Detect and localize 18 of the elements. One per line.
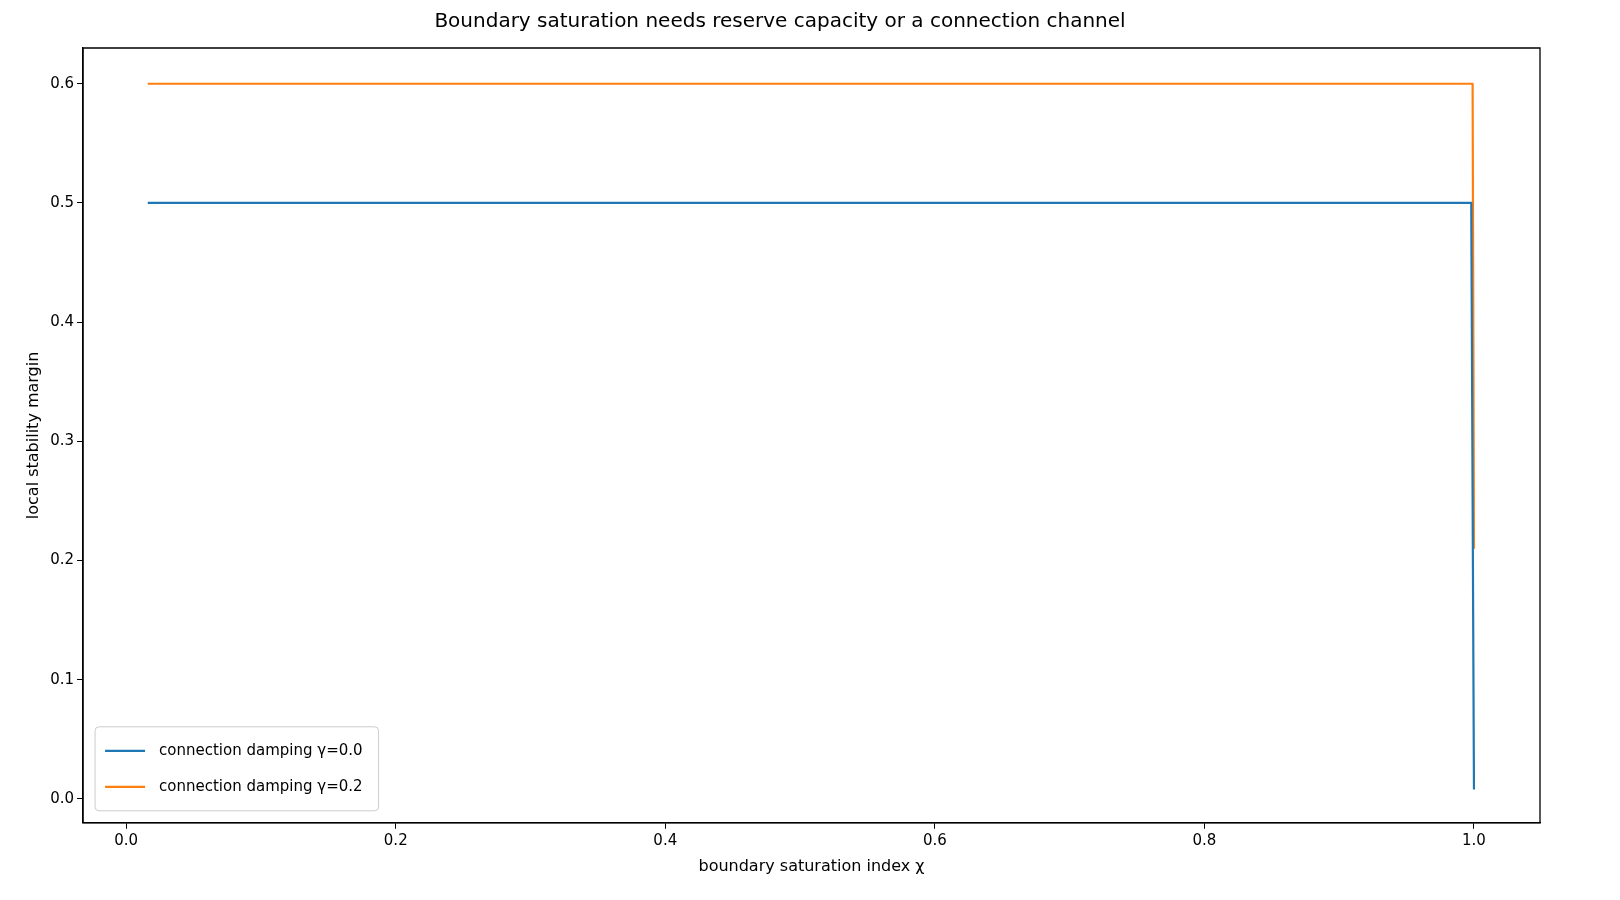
legend-label: connection damping γ=0.2	[159, 776, 363, 795]
y-axis-title: local stability margin	[22, 351, 42, 520]
legend-label: connection damping γ=0.0	[159, 740, 363, 759]
x-tick-label: 0.8	[1192, 830, 1217, 849]
x-tick-label: 0.0	[114, 830, 139, 849]
y-tick-label: 0.4	[50, 312, 75, 331]
y-tick-label: 0.1	[50, 669, 75, 688]
x-tick-label: 0.4	[653, 830, 678, 849]
y-tick-label: 0.3	[50, 431, 75, 450]
y-tick-label: 0.2	[50, 550, 75, 569]
x-axis-title: boundary saturation index χ	[698, 855, 925, 875]
x-tick-label: 0.6	[922, 830, 947, 849]
x-tick-label: 0.2	[383, 830, 408, 849]
y-tick-label: 0.5	[50, 192, 75, 211]
x-tick-label: 1.0	[1462, 830, 1486, 849]
y-tick-label: 0.6	[50, 73, 75, 92]
y-tick-label: 0.0	[50, 788, 75, 807]
chart-title: Boundary saturation needs reserve capacity or a connection channel	[434, 8, 1126, 33]
